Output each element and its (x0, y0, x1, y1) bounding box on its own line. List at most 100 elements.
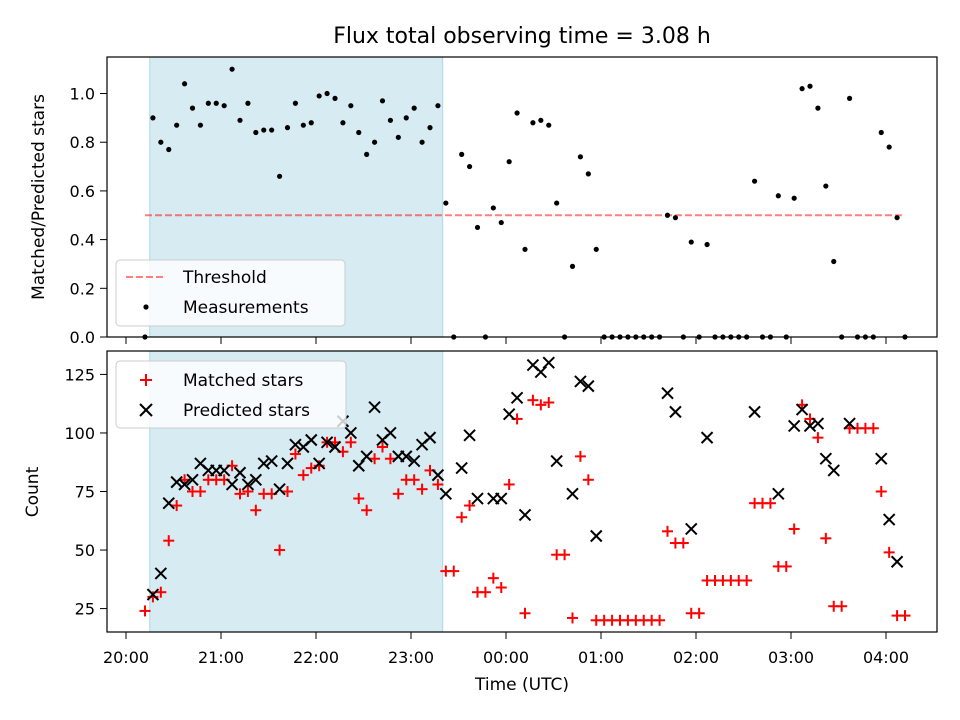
measurement-point (435, 103, 441, 109)
measurement-point (237, 117, 243, 123)
measurement-point (490, 205, 496, 211)
matched-star-point (448, 565, 460, 577)
matched-star-point (654, 614, 666, 626)
predicted-star-point (843, 417, 856, 430)
matched-star-point (345, 436, 357, 448)
predicted-star-point (154, 567, 168, 580)
predicted-star-point (803, 419, 817, 433)
x-tick-label: 23:00 (388, 648, 434, 667)
measurement-point (395, 134, 401, 140)
measurement-point (815, 105, 821, 111)
measurement-point (213, 100, 219, 106)
predicted-star-point (368, 400, 381, 414)
matched-star-point (899, 610, 911, 622)
predicted-star-point (471, 492, 484, 505)
predicted-star-point (875, 452, 888, 465)
count-y-tick-label: 125 (64, 365, 95, 384)
ratio-y-tick-label: 0.2 (70, 279, 95, 298)
measurement-point (332, 95, 338, 101)
matched-star-point (867, 422, 879, 434)
predicted-star-point (772, 487, 785, 501)
measurement-point (245, 100, 251, 106)
matched-star-point (527, 394, 539, 406)
measurement-point (514, 110, 520, 116)
matched-star-point (369, 453, 381, 465)
predicted-star-point (700, 431, 714, 444)
measurement-point (546, 122, 552, 128)
predicted-star-point (170, 475, 183, 489)
ratio-y-axis-label: Matched/Predicted stars (29, 94, 49, 300)
predicted-star-point (518, 508, 532, 522)
x-tick-label: 22:00 (293, 648, 339, 667)
x-tick-label: 20:00 (103, 648, 149, 667)
measurement-point (189, 105, 196, 111)
measurement-point (387, 117, 394, 123)
measurement-point (158, 139, 164, 145)
matched-star-point (377, 441, 388, 453)
predicted-star-point (186, 473, 199, 486)
measurement-point (775, 193, 781, 199)
ratio-legend: Threshold Measurements (115, 259, 346, 327)
predicted-star-point (146, 588, 160, 601)
predicted-star-point (360, 450, 373, 463)
matched-star-point (535, 399, 547, 411)
measurement-point (276, 173, 283, 179)
measurement-point (688, 239, 694, 245)
matched-star-point (234, 488, 246, 500)
measurement-point (530, 120, 536, 126)
matched-star-point (464, 500, 476, 512)
measurement-point (577, 154, 584, 160)
measurement-point (443, 200, 449, 206)
measurement-point (166, 146, 172, 153)
matched-star-point (875, 486, 887, 497)
measurement-point (791, 195, 797, 201)
measurement-point (466, 163, 473, 170)
matched-star-point (297, 469, 309, 481)
measurement-point (664, 212, 671, 218)
predicted-star-point (542, 356, 555, 369)
legend-predicted-swatch (139, 403, 153, 417)
measurement-point (538, 117, 544, 123)
matched-star-point (812, 432, 824, 444)
measurement-point (459, 151, 465, 157)
predicted-star-point (582, 379, 595, 393)
predicted-star-point (328, 440, 342, 454)
count-panel: 25 50 75 100 125 20:00 21:00 22:00 23:00 00:00 01… (23, 350, 938, 695)
measurement-point (506, 159, 512, 165)
predicted-star-point (534, 365, 548, 379)
predicted-star-point (281, 457, 294, 470)
measurement-point (403, 115, 409, 121)
predicted-star-point (233, 466, 247, 479)
measurement-point (411, 105, 417, 111)
measurement-point (585, 171, 591, 177)
predicted-star-point (400, 450, 413, 463)
matched-star-point (487, 572, 499, 584)
measurement-point (474, 224, 481, 231)
predicted-star-point (566, 487, 579, 501)
matched-star-point (274, 544, 286, 556)
predicted-star-point (795, 403, 809, 416)
matched-star-point (741, 574, 753, 586)
predicted-star-point (685, 522, 698, 536)
measurement-point (150, 115, 156, 121)
matched-star-point (250, 504, 262, 516)
measurement-point (498, 219, 504, 226)
x-tick-label: 03:00 (768, 648, 814, 667)
matched-star-point (139, 605, 151, 617)
count-legend: Matched stars Predicted stars (115, 360, 347, 429)
count-y-axis-label: Count (23, 466, 43, 517)
x-tick-label: 02:00 (673, 648, 719, 667)
count-y-tick-label: 25 (75, 600, 95, 619)
matched-star-point (392, 488, 404, 500)
measurement-point (284, 125, 291, 131)
matched-star-point (820, 532, 832, 544)
chart-title: Flux total observing time = 3.08 h (333, 24, 711, 49)
matched-star-point (503, 478, 515, 490)
predicted-star-point (787, 419, 801, 433)
predicted-star-point (661, 386, 674, 400)
measurement-point (253, 129, 259, 136)
measurement-point (356, 129, 362, 136)
count-y-tick-label: 75 (75, 483, 95, 502)
measurement-point (379, 98, 386, 104)
